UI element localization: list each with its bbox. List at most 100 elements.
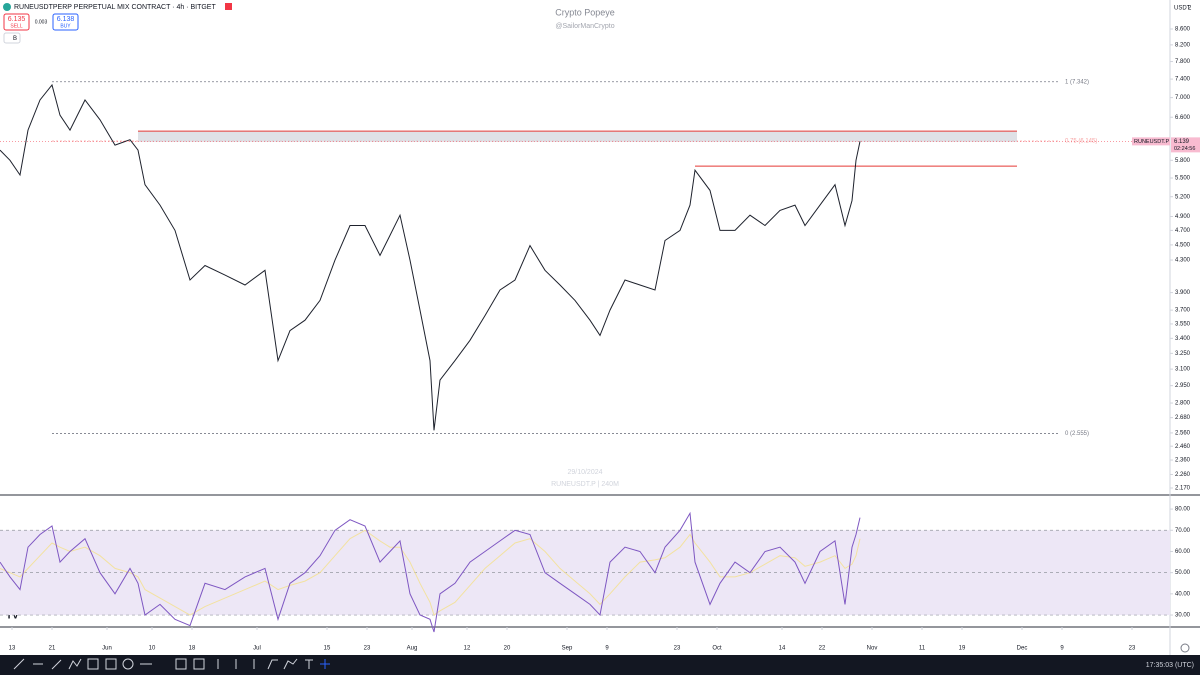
tool-rect[interactable]	[105, 658, 117, 670]
symbol-tag	[1132, 137, 1170, 146]
y-tick-label: 4.700	[1175, 228, 1191, 234]
y-tick-label: 2.170	[1175, 486, 1191, 492]
spread: 0.003	[35, 19, 48, 25]
last-price-label: 6.139	[1174, 139, 1190, 145]
x-tick-label: Dec	[1017, 646, 1028, 652]
y-tick-label: 2.950	[1175, 383, 1191, 389]
y-tick-label: 3.550	[1175, 322, 1191, 328]
tool-path[interactable]	[68, 658, 82, 670]
tool-ray[interactable]	[51, 659, 62, 670]
y-tick-label: 2.260	[1175, 472, 1191, 478]
x-tick-label: 9	[1060, 646, 1064, 652]
x-tick-label: 23	[674, 646, 681, 652]
buy-label: BUY	[60, 23, 71, 29]
x-tick-label: 13	[9, 646, 16, 652]
y-tick-label: 5.200	[1175, 194, 1191, 200]
y-tick-label: 8.200	[1175, 42, 1191, 48]
y-tick-label: 7.400	[1175, 77, 1191, 83]
resistance-zone	[138, 131, 1017, 142]
x-tick-label: 12	[464, 646, 471, 652]
y-tick-label: 4.300	[1175, 258, 1191, 264]
y-tick-label: 3.100	[1175, 367, 1191, 373]
x-tick-label: 10	[149, 646, 156, 652]
symbol-title: RUNEUSDTPERP PERPETUAL MIX CONTRACT · 4h…	[14, 4, 216, 11]
tool-range[interactable]	[175, 658, 187, 670]
toolbar	[0, 655, 1200, 675]
x-tick-label: 11	[919, 646, 926, 652]
x-tick-label: 20	[504, 646, 511, 652]
sell-label: SELL	[10, 23, 22, 29]
x-tick-label: 9	[605, 646, 609, 652]
y-tick-label: 8.600	[1175, 27, 1191, 33]
sell-price: 6.135	[8, 16, 26, 23]
y-tick-label: 80.00	[1175, 507, 1191, 513]
drawing-tools	[13, 658, 330, 670]
y-tick-label: 2.360	[1175, 458, 1191, 464]
buy-button[interactable]	[52, 13, 79, 31]
x-tick-label: Jun	[102, 646, 112, 652]
y-tick-label: 2.560	[1175, 430, 1191, 436]
tv-logo: TV	[6, 611, 19, 622]
tool-circle[interactable]	[122, 658, 134, 670]
y-tick-label: 4.900	[1175, 214, 1191, 220]
clock: 17:35:03 (UTC)	[1146, 662, 1194, 669]
y-tick-label: 7.800	[1175, 59, 1191, 65]
y-tick-label: 5.800	[1175, 158, 1191, 164]
tool-rect[interactable]	[87, 658, 99, 670]
y-tick-label: 2.460	[1175, 444, 1191, 450]
y-tick-label: 3.400	[1175, 336, 1191, 342]
status-dot	[225, 3, 232, 10]
sell-button[interactable]	[3, 13, 30, 31]
x-tick-label: 21	[49, 646, 56, 652]
x-tick-label: 19	[959, 646, 966, 652]
price-line	[0, 83, 861, 431]
date-watermark: 29/10/2024	[567, 469, 602, 476]
y-tick-label: 6.600	[1175, 115, 1191, 121]
x-tick-label: Sep	[562, 646, 573, 652]
fib-label: 0 (2.555)	[1065, 431, 1089, 437]
x-tick-label: 23	[364, 646, 371, 652]
price-tag	[1171, 137, 1200, 153]
y-tick-label: 7.000	[1175, 95, 1191, 101]
buy-price: 6.138	[57, 16, 75, 23]
tool-trendline[interactable]	[13, 658, 25, 670]
y-tick-label: 30.00	[1175, 613, 1191, 619]
y-tick-label: 3.250	[1175, 351, 1191, 357]
y-tick-label: 70.00	[1175, 528, 1191, 534]
watermark-title: Crypto Popeye	[555, 7, 615, 17]
symbol-tag-label: RUNEUSDT.P	[1134, 139, 1169, 145]
tool-note[interactable]	[193, 658, 205, 670]
y-tick-label: 40.00	[1175, 591, 1191, 597]
x-tick-label: 22	[819, 646, 826, 652]
tool-flag[interactable]	[267, 659, 278, 670]
tool-brush[interactable]	[283, 658, 298, 670]
y-tick-label: 2.680	[1175, 415, 1191, 421]
x-tick-label: Aug	[407, 646, 418, 652]
currency: USDT	[1174, 6, 1191, 12]
fib-label: 0.75 (6.145)	[1065, 139, 1097, 145]
y-tick-label: 4.500	[1175, 242, 1191, 248]
fib-label: 1 (7.342)	[1065, 79, 1089, 85]
x-tick-label: Nov	[867, 646, 878, 652]
indicator-toggle-label: B	[13, 36, 17, 42]
price-line	[0, 511, 861, 633]
x-tick-label: 15	[324, 646, 331, 652]
countdown-label: 02:24:56	[1174, 146, 1195, 152]
settings-icon[interactable]	[1180, 643, 1190, 653]
y-tick-label: 3.900	[1175, 290, 1191, 296]
x-tick-label: Jul	[253, 646, 261, 652]
x-tick-label: 14	[779, 646, 786, 652]
scale-mode: 2	[1188, 6, 1192, 12]
y-tick-label: 5.500	[1175, 176, 1191, 182]
indicator-toggle[interactable]	[3, 32, 21, 44]
x-tick-label: 18	[189, 646, 196, 652]
x-tick-label: 23	[1129, 646, 1136, 652]
y-tick-label: 2.800	[1175, 401, 1191, 407]
symbol-icon	[3, 3, 11, 11]
y-tick-label: 60.00	[1175, 549, 1191, 555]
y-tick-label: 50.00	[1175, 570, 1191, 576]
symbol-watermark: RUNEUSDT.P | 240M	[551, 481, 619, 488]
x-tick-label: Oct	[712, 646, 722, 652]
